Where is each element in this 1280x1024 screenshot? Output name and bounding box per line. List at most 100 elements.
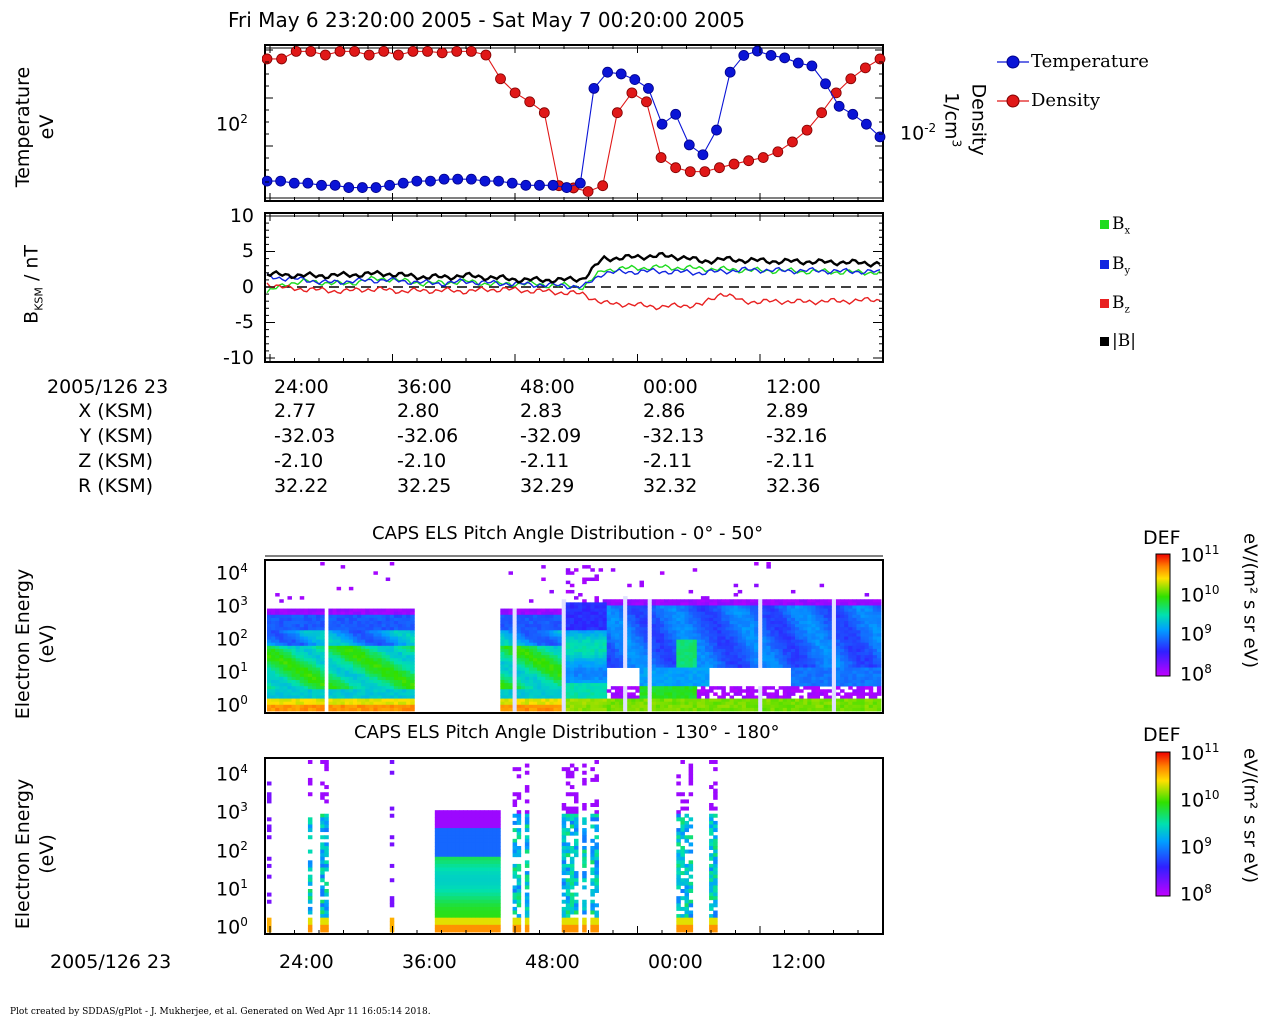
temperature-point [384, 179, 395, 191]
ephemeris-value: 2.83 [520, 400, 563, 422]
spectrogram1-ylabel: Electron Energy (eV) [12, 568, 58, 720]
temperature-point [860, 118, 872, 130]
density-point [728, 158, 740, 170]
spectrogram1-ytick: 103 [216, 594, 248, 618]
density-axis-title: Density [967, 83, 990, 156]
density-point [436, 47, 448, 59]
ephemeris-row-label: R (KSM) [78, 475, 153, 497]
temperature-point [656, 118, 668, 130]
legend-temperature: Temperature [1031, 51, 1149, 72]
colorbar1-tick: 109 [1180, 622, 1212, 646]
ephemeris-value: 32.32 [643, 475, 698, 497]
temperature-point [288, 177, 300, 189]
time-tick-2: 36:00 [397, 376, 452, 398]
density-tick: 10-2 [900, 121, 937, 145]
colorbar2-tick: 1010 [1180, 788, 1220, 812]
colorbar1-tick: 108 [1180, 662, 1212, 686]
ephemeris-value: -2.11 [520, 450, 570, 472]
density-axis-unit: 1/cm3 [940, 92, 964, 148]
density-line [267, 50, 881, 193]
density-point [422, 45, 433, 57]
spectrogram1-plot [264, 555, 884, 714]
temperature-point [847, 108, 859, 120]
density-point [392, 49, 404, 61]
bfield-ytick-5: 5 [241, 240, 254, 262]
temperature-point [792, 57, 804, 69]
density-ylabel: Density 1/cm3 [935, 45, 995, 195]
ephemeris-row-label: Z (KSM) [78, 450, 153, 472]
density-legend-marker [1006, 94, 1020, 108]
by-line [266, 266, 881, 290]
density-point [276, 53, 287, 65]
temperature-point [629, 74, 641, 85]
density-point [611, 107, 623, 119]
density-point [319, 49, 331, 61]
ephemeris-value: -2.11 [643, 450, 693, 472]
colorbar2-title: DEF [1143, 724, 1181, 746]
temperature-point [806, 60, 818, 72]
temperature-tick: 102 [216, 112, 248, 136]
density-point [801, 124, 813, 136]
density-point [262, 53, 273, 65]
colorbar2-tick: 108 [1180, 882, 1212, 906]
legend-density: Density [1031, 90, 1101, 111]
bottom-tick-3: 48:00 [525, 951, 580, 973]
temperature-point [738, 50, 750, 61]
density-point [641, 96, 652, 108]
spectrogram2-cells [267, 760, 718, 933]
colorbar2 [1155, 751, 1171, 897]
ephemeris-value: -32.03 [274, 425, 336, 447]
time-tick-3: 48:00 [520, 376, 575, 398]
density-point [495, 73, 506, 85]
density-point [714, 162, 725, 174]
ephemeris-value: 32.22 [274, 475, 329, 497]
page-title: Fri May 6 23:20:00 2005 - Sat May 7 00:2… [228, 8, 746, 32]
time-tick-1: 24:00 [274, 376, 329, 398]
spectrogram1-ytick: 102 [216, 627, 248, 651]
ephemeris-value: -2.11 [766, 450, 816, 472]
density-point [655, 152, 667, 163]
bfield-ytick-10: 10 [229, 205, 254, 227]
spectrogram2-title: CAPS ELS Pitch Angle Distribution - 130°… [354, 722, 780, 743]
spectrogram1-cells [267, 562, 882, 712]
ephemeris-date: 2005/126 23 [47, 376, 169, 398]
legend-bmag: |B| [1100, 331, 1136, 351]
bfield-legend: Bx By Bz |B| [1100, 214, 1160, 364]
ephemeris-value: 2.89 [766, 400, 809, 422]
bmag-line [266, 251, 881, 284]
bfield-plot [264, 212, 884, 363]
temperature-axis-unit: eV [36, 114, 58, 140]
ephemeris-value: -2.10 [397, 450, 447, 472]
temperature-point [615, 68, 627, 80]
density-point [480, 49, 492, 61]
temperature-point [574, 177, 586, 189]
bz-line [266, 282, 881, 311]
spectrogram2-ytick: 101 [216, 876, 248, 901]
ephemeris-row-label: Y (KSM) [79, 425, 153, 447]
bottom-date-label: 2005/126 23 [50, 951, 172, 973]
density-point [349, 45, 360, 57]
plasma-plot-frame [264, 44, 884, 202]
temperature-point [534, 179, 545, 191]
bfield-ytick-neg5: -5 [235, 311, 254, 333]
temperature-point [506, 177, 518, 189]
temperature-point [302, 177, 314, 189]
density-point [290, 45, 302, 57]
bfield-ylabel: BKSM / nT [20, 244, 46, 324]
colorbar1-title: DEF [1143, 527, 1181, 549]
colorbar2-tick: 1011 [1180, 741, 1220, 765]
density-point [538, 107, 550, 119]
spectrogram2-frame [264, 757, 884, 935]
temperature-point [697, 149, 709, 161]
density-point [860, 62, 871, 74]
temperature-point [765, 50, 777, 61]
ephemeris-value: -2.10 [274, 450, 324, 472]
density-point [305, 45, 317, 57]
bfield-ytick-neg10: -10 [222, 347, 254, 369]
temperature-point [493, 175, 504, 187]
density-point [816, 107, 828, 119]
density-point [597, 180, 609, 192]
density-point [874, 53, 886, 65]
temperature-point [370, 182, 382, 193]
spectrogram2-ylabel: Electron Energy (eV) [12, 778, 58, 930]
